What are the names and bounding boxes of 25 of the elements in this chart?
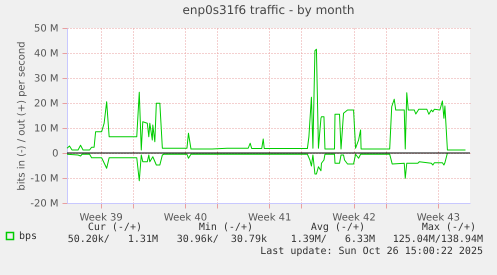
y-axis-title: bits in (-) / out (+) per second — [16, 41, 28, 191]
x-tick-label: Week 42 — [332, 212, 376, 224]
x-tick-label: Week 39 — [79, 212, 123, 224]
text: 125.04M/138.94M — [392, 234, 483, 245]
text: Max (-/+) — [422, 222, 476, 233]
text: 50.20k/ 1.31M — [68, 234, 158, 245]
y-tick-label: -10 M — [30, 174, 58, 184]
legend-label: bps — [19, 231, 38, 242]
y-tick-label: 0 — [52, 148, 58, 160]
y-tick-label: -20 M — [30, 198, 58, 210]
y-tick-label: 10 M — [34, 124, 58, 134]
text: Last update: Sun Oct 26 15:00:22 2025 — [260, 246, 483, 257]
y-tick-label: 30 M — [34, 74, 58, 84]
text: Min (-/+) — [198, 222, 253, 233]
x-tick-label: Week 41 — [248, 212, 292, 224]
text: Cur (-/+) — [88, 222, 142, 233]
text: Avg (-/+) — [310, 222, 365, 233]
x-tick-label: Week 43 — [416, 212, 460, 224]
text: 30.96k/ 30.79k — [176, 234, 267, 245]
chart-title: enp0s31f6 traffic - by month — [182, 3, 355, 17]
y-tick-label: 40 M — [34, 48, 58, 60]
text: 1.39M/ 6.33M — [290, 234, 375, 245]
x-tick-label: Week 40 — [164, 212, 208, 224]
y-tick-label: 50 M — [34, 24, 58, 34]
y-tick-label: 20 M — [34, 98, 58, 110]
